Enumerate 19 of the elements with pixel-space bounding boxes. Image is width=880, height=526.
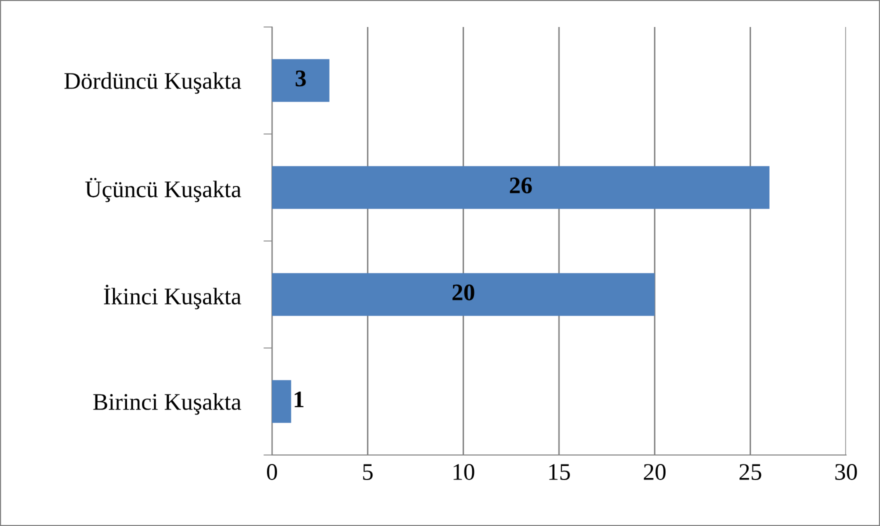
y-tick-label: Üçüncü Kuşakta bbox=[85, 178, 242, 202]
bar bbox=[272, 166, 770, 209]
data-label: 3 bbox=[296, 70, 306, 86]
x-tick-label: 15 bbox=[549, 464, 570, 480]
x-tick-label: 0 bbox=[266, 464, 278, 480]
bar bbox=[272, 59, 330, 102]
data-label: 20 bbox=[452, 284, 474, 300]
x-tick-label: 10 bbox=[454, 464, 474, 480]
y-tick-label: İkinci Kuşakta bbox=[104, 284, 242, 310]
x-tick-label: 20 bbox=[644, 464, 666, 480]
x-tick-label: 30 bbox=[835, 464, 857, 480]
y-tick-label: Dördüncü Kuşakta bbox=[64, 72, 242, 94]
bar bbox=[272, 273, 655, 316]
y-tick-label: Birinci Kuşakta bbox=[93, 393, 242, 415]
data-label: 26 bbox=[510, 178, 532, 194]
x-tick-label: 5 bbox=[363, 464, 373, 480]
bar bbox=[272, 380, 292, 423]
data-label: 1 bbox=[294, 392, 304, 408]
x-tick-label: 25 bbox=[740, 464, 762, 480]
